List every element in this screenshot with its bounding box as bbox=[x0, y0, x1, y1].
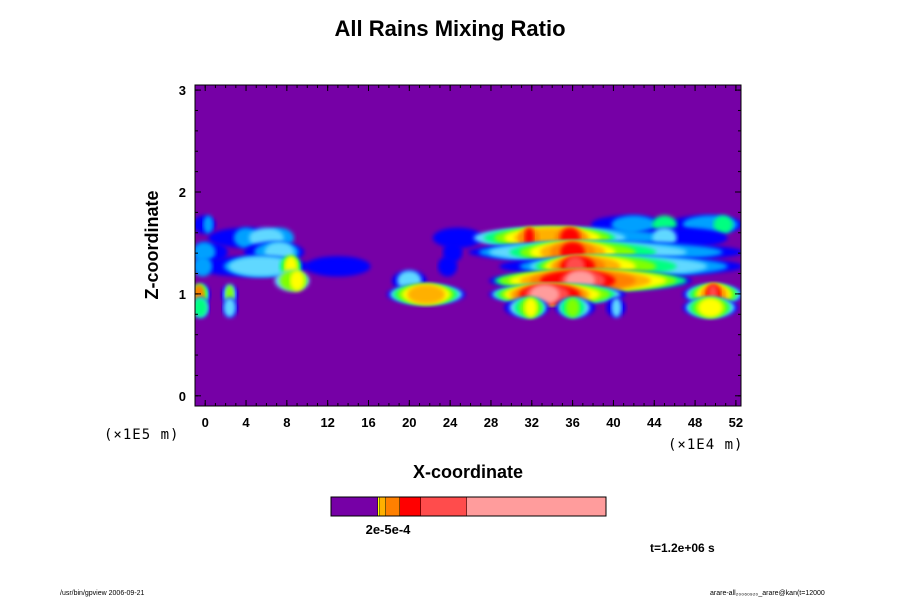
x-tick-label: 40 bbox=[606, 415, 620, 430]
contour-cell-b6-l3 bbox=[223, 298, 236, 318]
y-tick-label: 0 bbox=[179, 389, 186, 404]
y-tick-label: 3 bbox=[179, 83, 186, 98]
contour-cell-b3-l1 bbox=[305, 256, 371, 277]
y-axis-title: Z-coordinate bbox=[142, 190, 162, 299]
x-tick-label: 36 bbox=[565, 415, 579, 430]
colorbar-segment-0 bbox=[331, 497, 378, 516]
footer-right: arare-all₂₀₀₆₀₉₂₀_arare@kan(t=12000 bbox=[710, 590, 825, 597]
x-tick-label: 32 bbox=[525, 415, 539, 430]
contour-cell-b6-l6 bbox=[524, 298, 537, 318]
colorbar-frame bbox=[330, 496, 607, 517]
contour-cell-b6-l3 bbox=[611, 298, 622, 318]
x-tick-label: 44 bbox=[647, 415, 662, 430]
y-axis: 0 1 2 3 bbox=[179, 83, 741, 404]
y-tick-label: 1 bbox=[179, 287, 186, 302]
contour-cell-b4-l6 bbox=[289, 270, 305, 291]
y-axis-unit: (×1E5 m) bbox=[104, 427, 179, 443]
contour-cell-b6-l6 bbox=[698, 298, 723, 318]
colorbar bbox=[331, 497, 606, 516]
y-tick-label: 2 bbox=[179, 185, 186, 200]
x-tick-label: 12 bbox=[320, 415, 334, 430]
x-tick-label: 0 bbox=[202, 415, 209, 430]
rain-field bbox=[195, 215, 741, 318]
plot-frame bbox=[194, 84, 742, 407]
colorbar-segment-5 bbox=[421, 497, 467, 516]
contour-cell-b3-l3 bbox=[228, 256, 294, 277]
footer-left: /usr/bin/gpview 2006-09-21 bbox=[60, 590, 145, 597]
contour-cell-b5-l7 bbox=[407, 284, 445, 305]
x-tick-label: 28 bbox=[484, 415, 498, 430]
x-tick-label: 4 bbox=[242, 415, 250, 430]
x-axis-unit: (×1E4 m) bbox=[668, 437, 743, 453]
contour-cell-b1-l9 bbox=[524, 227, 534, 248]
chart-title: All Rains Mixing Ratio bbox=[334, 16, 566, 41]
colorbar-segment-1 bbox=[378, 497, 380, 516]
colorbar-label: 2e-5e-4 bbox=[366, 522, 412, 537]
colorbar-segment-6 bbox=[467, 497, 606, 516]
x-tick-label: 8 bbox=[283, 415, 290, 430]
contour-cell-b3-l2 bbox=[195, 256, 213, 277]
x-tick-label: 24 bbox=[443, 415, 458, 430]
x-axis-title: X-coordinate bbox=[413, 462, 523, 482]
contour-cell-b1-l1 bbox=[432, 227, 483, 248]
contour-cell-b6-l4 bbox=[195, 298, 208, 318]
x-axis: 0 4 8 12 16 20 24 28 32 36 40 44 48 52 bbox=[202, 85, 743, 430]
x-tick-label: 20 bbox=[402, 415, 416, 430]
colorbar-segment-4 bbox=[400, 497, 421, 516]
colorbar-segment-3 bbox=[386, 497, 400, 516]
contour-cell-b3-l1 bbox=[437, 256, 458, 277]
time-label: t=1.2e+06 s bbox=[650, 541, 715, 555]
contour-cell-b0-l2 bbox=[203, 215, 214, 234]
x-tick-label: 48 bbox=[688, 415, 702, 430]
x-tick-label: 16 bbox=[361, 415, 375, 430]
plot-area bbox=[195, 85, 741, 406]
colorbar-segment-2 bbox=[380, 497, 386, 516]
contour-cell-b0-l2 bbox=[611, 215, 657, 234]
contour-cell-b6-l5 bbox=[565, 298, 580, 318]
x-tick-label: 52 bbox=[729, 415, 743, 430]
contour-cell-b0-l4 bbox=[713, 215, 733, 234]
